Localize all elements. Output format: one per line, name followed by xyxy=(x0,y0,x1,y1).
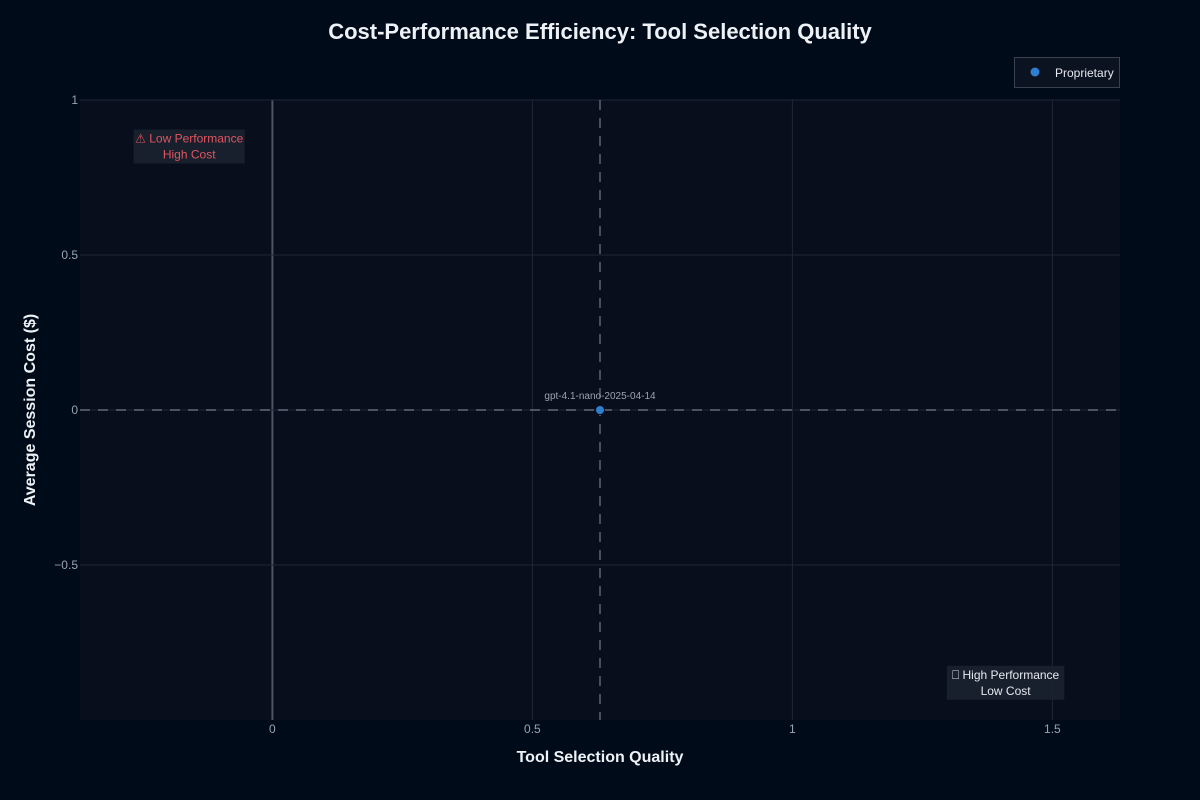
annotation-text: High Cost xyxy=(163,148,216,162)
y-axis-title: Average Session Cost ($) xyxy=(22,314,39,506)
x-tick-label: 1.5 xyxy=(1044,722,1061,736)
annotation-box xyxy=(133,129,245,164)
annotation-text: Low Cost xyxy=(981,684,1032,698)
data-point-label: gpt-4.1-nano-2025-04-14 xyxy=(544,391,656,402)
x-tick-label: 1 xyxy=(789,722,796,736)
chart-title: Cost-Performance Efficiency: Tool Select… xyxy=(328,19,872,44)
annotation: ⚠ Low Performance High Cost xyxy=(133,129,245,164)
legend[interactable]: Proprietary xyxy=(1014,57,1120,88)
x-tick-label: 0.5 xyxy=(524,722,541,736)
data-points: gpt-4.1-nano-2025-04-14 xyxy=(544,391,656,415)
annotation-text: ⎕ High Performance xyxy=(952,668,1060,682)
y-tick-label: −0.5 xyxy=(54,558,78,572)
x-axis-title: Tool Selection Quality xyxy=(517,749,684,766)
legend-marker-proprietary xyxy=(1030,67,1040,77)
data-point xyxy=(595,405,605,415)
tick-labels: 0 0.5 1 1.5 −0.5 0 0.5 1 xyxy=(54,93,1061,736)
annotation-box xyxy=(946,665,1065,700)
annotation-text: ⚠ Low Performance xyxy=(135,132,243,146)
y-tick-label: 0.5 xyxy=(61,248,78,262)
annotation: ⎕ High Performance Low Cost xyxy=(946,665,1065,700)
annotations: ⚠ Low Performance High Cost ⎕ High Perform… xyxy=(133,129,1065,700)
y-tick-label: 0 xyxy=(71,403,78,417)
legend-label-proprietary: Proprietary xyxy=(1055,66,1114,80)
x-tick-label: 0 xyxy=(269,722,276,736)
y-tick-label: 1 xyxy=(71,93,78,107)
